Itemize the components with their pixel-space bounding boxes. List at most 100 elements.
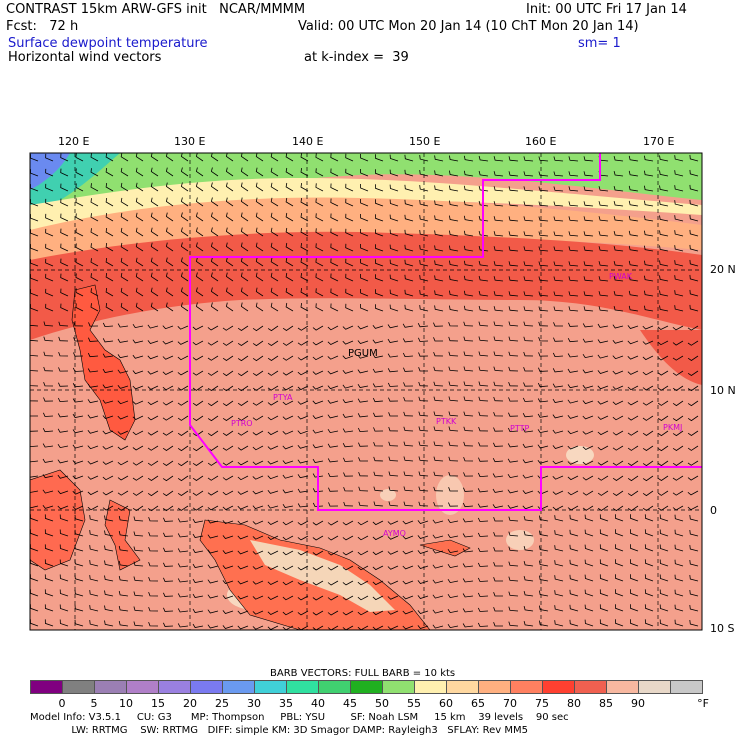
wind-barb — [582, 445, 594, 450]
wind-barb — [615, 514, 624, 522]
wind-barb — [597, 445, 609, 451]
wind-barb — [163, 547, 174, 552]
wind-barb — [402, 520, 414, 525]
wind-barb — [598, 261, 609, 267]
wind-barb — [252, 565, 264, 570]
wind-barb — [285, 302, 294, 312]
wind-barb — [102, 399, 114, 404]
wind-barb — [207, 430, 219, 437]
wind-barb — [657, 490, 669, 496]
wind-barb — [345, 213, 354, 222]
wind-barb — [582, 353, 594, 359]
wind-barb — [60, 198, 69, 207]
wind-barb — [180, 212, 189, 222]
wind-barb — [148, 576, 159, 582]
wind-barb — [358, 486, 369, 492]
wind-barb — [282, 520, 294, 526]
wind-barb — [613, 231, 624, 237]
wind-barb — [523, 306, 534, 312]
wind-barb — [195, 167, 204, 177]
wind-barb — [312, 502, 324, 507]
wind-barb — [150, 212, 159, 222]
wind-barb — [267, 445, 279, 450]
wind-barb — [74, 589, 84, 597]
wind-barb — [255, 153, 264, 162]
wind-barb — [433, 471, 444, 477]
wind-barb — [642, 400, 654, 406]
wind-barb — [104, 620, 114, 627]
wind-barb — [282, 460, 294, 464]
wind-barb — [434, 305, 444, 312]
wind-barb — [297, 503, 309, 508]
wind-barb — [177, 385, 189, 391]
wind-barb — [404, 289, 414, 297]
wind-barb — [357, 565, 369, 571]
wind-barb — [554, 515, 564, 522]
wind-barb — [613, 276, 624, 282]
wind-barb — [538, 261, 549, 267]
wind-barb — [327, 458, 339, 463]
wind-barb — [282, 503, 294, 508]
init-time: Init: 00 UTC Fri 17 Jan 14 — [526, 2, 687, 17]
wind-barb — [493, 381, 504, 387]
wind-barb — [315, 288, 324, 297]
wind-barb — [72, 505, 84, 510]
wind-barb — [297, 550, 309, 556]
wind-barb — [644, 260, 654, 267]
wind-barb — [267, 340, 279, 346]
wind-barb — [267, 460, 279, 465]
wind-barb — [582, 338, 594, 343]
colorbar-level-label: 0 — [58, 697, 66, 710]
wind-barb — [657, 430, 669, 437]
wind-barb — [267, 370, 279, 376]
wind-barb — [207, 624, 219, 629]
wind-barb — [672, 505, 684, 511]
wind-barb — [237, 535, 249, 540]
wind-barb — [252, 625, 264, 630]
wind-barb — [689, 259, 699, 267]
wind-barb — [478, 336, 489, 342]
wind-barb — [285, 153, 294, 162]
wind-barb — [74, 529, 84, 537]
wind-barb — [177, 415, 189, 421]
wind-barb — [147, 370, 159, 375]
wind-barb — [180, 227, 189, 237]
wind-barb — [372, 368, 384, 373]
wind-barb — [267, 475, 279, 480]
wind-barb — [448, 396, 459, 402]
wind-barb — [104, 515, 114, 522]
wind-barb — [554, 530, 564, 537]
wind-barb — [582, 400, 594, 405]
wind-barb — [267, 504, 279, 509]
wind-barb — [523, 156, 534, 162]
wind-barb — [45, 198, 54, 207]
wind-barb — [538, 291, 549, 297]
wind-barb — [463, 426, 474, 432]
wind-barb — [553, 231, 564, 237]
wind-barb — [207, 549, 219, 554]
wind-barb — [642, 445, 654, 451]
wind-barb — [537, 413, 549, 418]
wind-barb — [674, 245, 684, 252]
wind-barb — [117, 460, 129, 466]
wind-barb — [582, 430, 594, 435]
wind-barb — [327, 625, 339, 630]
wind-barb — [210, 302, 219, 312]
wind-barb — [389, 289, 399, 297]
wind-barb — [687, 400, 699, 407]
wind-barb — [687, 340, 699, 346]
wind-barb — [104, 545, 114, 552]
wind-barb — [372, 565, 384, 571]
wind-barb — [222, 340, 234, 346]
wind-barb — [523, 216, 534, 222]
wind-barb — [493, 351, 504, 357]
wind-barb — [252, 445, 264, 451]
wind-barb — [282, 415, 294, 420]
wind-barb — [375, 289, 384, 297]
wind-barb — [687, 325, 699, 331]
wind-barb — [553, 186, 564, 192]
philippines-land — [71, 284, 136, 441]
wind-barb — [463, 230, 474, 237]
wind-barb — [404, 229, 414, 237]
wind-barb — [448, 322, 459, 327]
